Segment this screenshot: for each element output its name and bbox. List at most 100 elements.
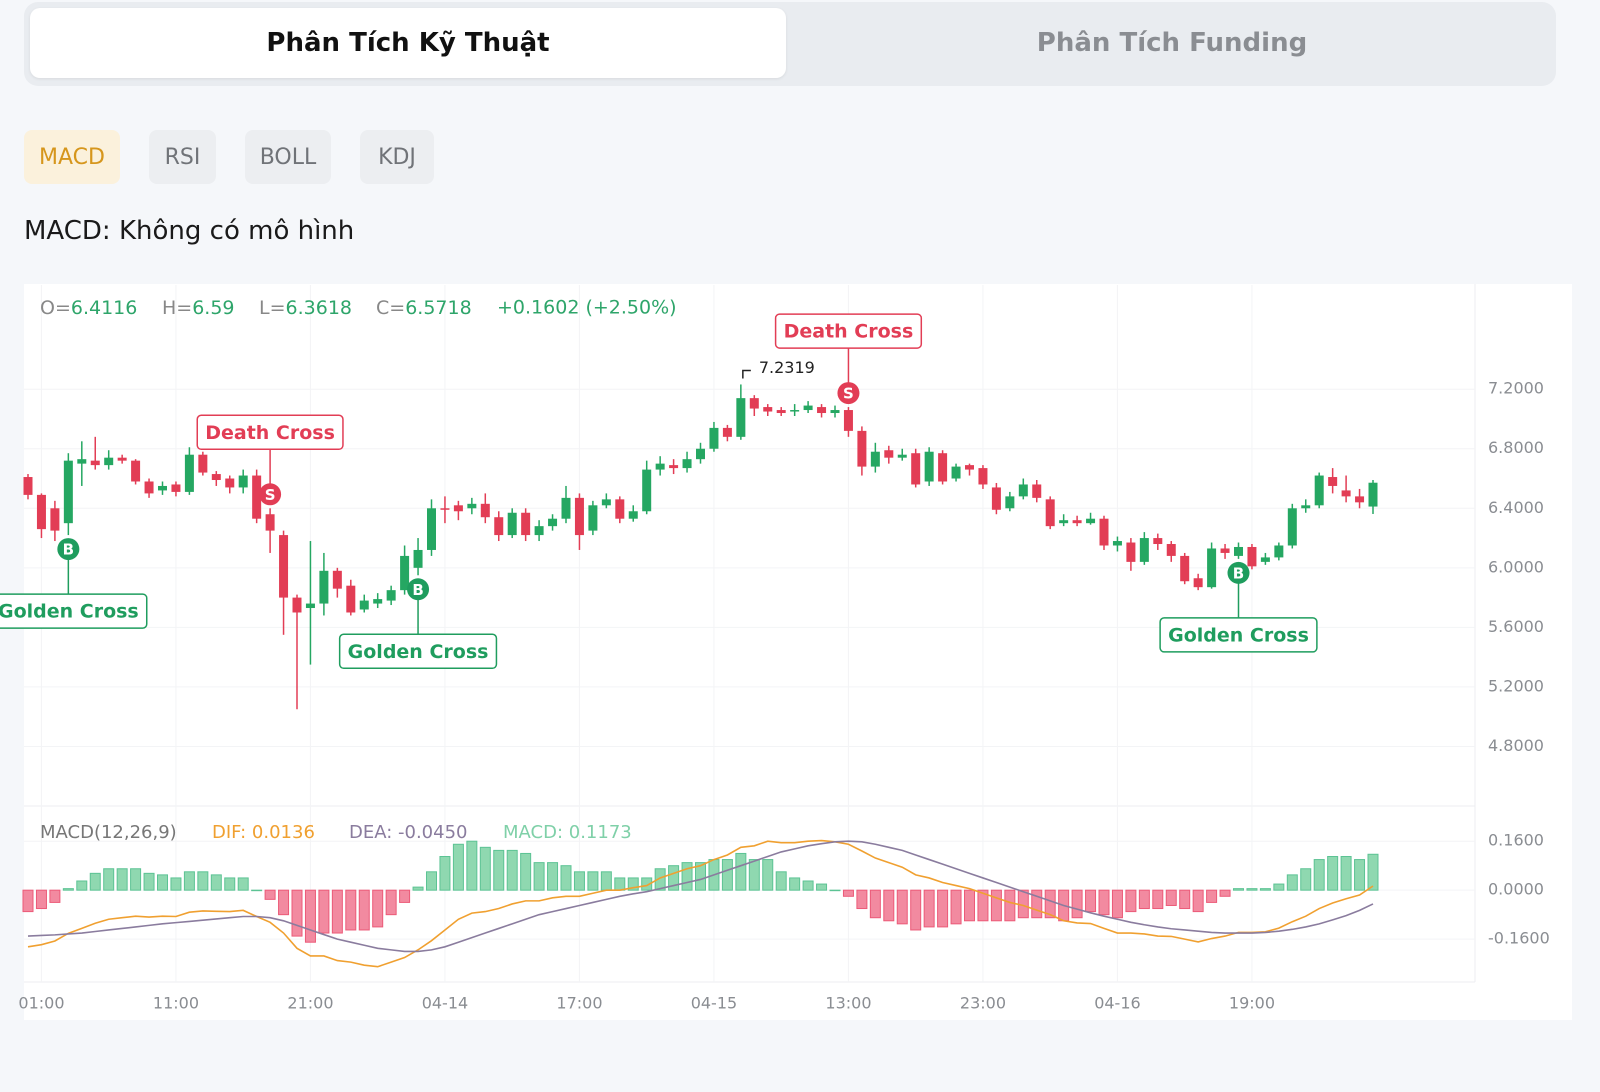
candle-body [90, 460, 100, 466]
macd-bar [318, 889, 330, 934]
macd-bar [520, 852, 532, 891]
macd-bar [89, 872, 101, 891]
tab-active[interactable]: Phân Tích Kỹ Thuật [30, 8, 786, 78]
candle-body [198, 454, 208, 473]
macd-bar [789, 877, 801, 891]
candle-body [574, 497, 584, 536]
candle-body [897, 454, 907, 458]
y-tick-label: 0.0000 [1488, 880, 1544, 899]
candle-body [400, 555, 410, 591]
macd-legend: MACD: 0.1173 [503, 822, 632, 843]
candle-body [1220, 548, 1230, 553]
candle-body [440, 508, 450, 510]
candle-body [131, 460, 141, 482]
indicator-button[interactable]: BOLL [245, 130, 331, 184]
candle-body [507, 512, 517, 536]
macd-legend: DIF: 0.0136 [212, 822, 315, 843]
candle-body [749, 398, 759, 409]
candle-body [601, 499, 611, 506]
macd-bar [291, 889, 303, 937]
candle-body [615, 499, 625, 519]
candle-body [1166, 544, 1176, 556]
macd-bar [76, 880, 88, 891]
signal-label: Golden Cross [1168, 624, 1309, 646]
candle-body [669, 465, 679, 469]
candle-body [884, 450, 894, 458]
candle-body [63, 460, 73, 524]
candle-body [184, 454, 194, 492]
candle-body [1314, 475, 1324, 506]
candle-body [292, 597, 302, 613]
candle-body [386, 590, 396, 601]
candle-body [1328, 477, 1338, 486]
macd-bar [816, 883, 828, 891]
ohlc-legend: L=6.3618 [259, 297, 352, 319]
macd-bar [264, 889, 276, 900]
indicator-button[interactable]: RSI [149, 130, 216, 184]
candle-body [494, 517, 504, 536]
macd-bar [1058, 889, 1070, 922]
candle-body [978, 468, 988, 485]
candle-body [1099, 518, 1109, 546]
macd-bar [1367, 853, 1379, 891]
candle-body [1086, 518, 1096, 524]
x-tick-label: 17:00 [556, 994, 602, 1013]
indicator-button[interactable]: KDJ [360, 130, 434, 184]
tab[interactable]: Phân Tích Funding [1036, 28, 1308, 58]
y-tick-label: 5.2000 [1488, 676, 1544, 695]
macd-bar [251, 889, 263, 892]
macd-bar [1273, 883, 1285, 891]
candle-body [991, 487, 1001, 510]
y-tick-label: 6.0000 [1488, 557, 1544, 576]
indicator-button[interactable]: MACD [24, 130, 120, 184]
x-tick-label: 23:00 [960, 994, 1006, 1013]
macd-bar [1071, 889, 1083, 919]
macd-bar [668, 865, 680, 891]
x-tick-label: 13:00 [825, 994, 871, 1013]
candle-body [938, 453, 948, 482]
candle-body [857, 430, 867, 467]
macd-bar [130, 868, 142, 891]
candle-body [534, 526, 544, 536]
macd-bar [22, 889, 34, 913]
macd-bar [735, 852, 747, 891]
macd-bar [1098, 889, 1110, 916]
y-tick-label: 6.8000 [1488, 438, 1544, 457]
candle-body [467, 503, 477, 509]
macd-bar [278, 889, 290, 916]
macd-bar [116, 868, 128, 891]
signal-box [774, 313, 923, 349]
candle-body [279, 535, 289, 598]
macd-bar [964, 889, 975, 922]
candle-body [736, 398, 746, 437]
candle-body [1368, 482, 1378, 507]
candle-body [1274, 545, 1284, 558]
macd-bar [1192, 889, 1204, 913]
macd-bar [896, 889, 908, 925]
candle-body [870, 451, 880, 467]
macd-bar [1246, 888, 1258, 891]
signal-marker [57, 538, 80, 561]
ohlc-legend: C=6.5718 [376, 297, 472, 319]
y-tick-label: 7.2000 [1488, 379, 1544, 398]
chart-panel [24, 284, 1572, 1020]
candle-body [373, 599, 383, 604]
ohlc-legend: H=6.59 [162, 297, 235, 319]
signal-marker-label: B [63, 541, 74, 559]
macd-bar [143, 872, 155, 891]
macd-bar [1313, 859, 1325, 891]
macd-bar [829, 889, 841, 892]
candle-body [763, 407, 773, 412]
candle-body [238, 475, 248, 488]
macd-bar [1354, 859, 1366, 891]
candle-body [346, 585, 356, 613]
candle-body [1153, 538, 1163, 545]
macd-bar [1179, 889, 1191, 910]
macd-bar [748, 859, 760, 891]
candle-body [171, 484, 181, 492]
macd-bar [708, 859, 720, 891]
candle-body [911, 453, 921, 485]
candle-body [1180, 555, 1190, 582]
macd-bar [1085, 889, 1097, 913]
signal-box [338, 633, 498, 670]
